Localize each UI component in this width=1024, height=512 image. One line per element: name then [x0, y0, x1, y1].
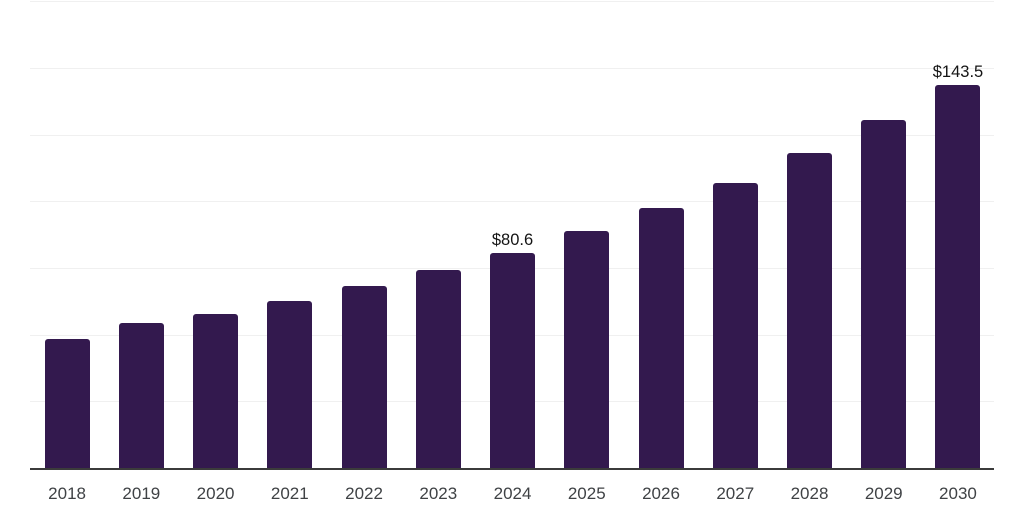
- bar-2018: [44, 338, 90, 468]
- bar-2027: [712, 183, 758, 468]
- x-tick-2024: 2024: [493, 484, 532, 503]
- x-tick-2027: 2027: [716, 484, 755, 503]
- bar-2024: [490, 253, 536, 468]
- x-tick-2023: 2023: [419, 484, 458, 503]
- data-label-2030: $143.5: [932, 63, 984, 82]
- x-tick-2028: 2028: [790, 484, 829, 503]
- bar-2029: [861, 120, 907, 468]
- x-tick-2021: 2021: [270, 484, 309, 503]
- bar-2021: [267, 301, 313, 468]
- bar-2030: [935, 85, 981, 468]
- plot-area: $80.6 $143.5: [30, 1, 994, 470]
- gridline-150: [30, 68, 994, 69]
- x-tick-2029: 2029: [864, 484, 903, 503]
- gridline-125: [30, 134, 994, 136]
- data-label-2024: $80.6: [491, 231, 534, 250]
- gridline-175: [30, 1, 994, 3]
- x-tick-2018: 2018: [48, 484, 86, 503]
- x-tick-2019: 2019: [122, 484, 161, 503]
- x-tick-2030: 2030: [939, 484, 977, 503]
- x-tick-2022: 2022: [345, 484, 383, 503]
- x-tick-2025: 2025: [567, 484, 606, 503]
- bar-2023: [415, 270, 461, 468]
- bar-2019: [118, 323, 164, 468]
- bar-2022: [341, 286, 387, 468]
- bar-2026: [638, 208, 684, 468]
- x-axis: 2018 2019 2020 2021 2022 2023 2024 2025 2026 2027…: [30, 484, 994, 506]
- bar-2020: [193, 314, 239, 468]
- x-tick-2020: 2020: [196, 484, 235, 503]
- gridline-100: [30, 201, 994, 203]
- bar-2028: [787, 153, 832, 468]
- x-tick-2026: 2026: [642, 484, 680, 503]
- bar-2025: [564, 231, 610, 468]
